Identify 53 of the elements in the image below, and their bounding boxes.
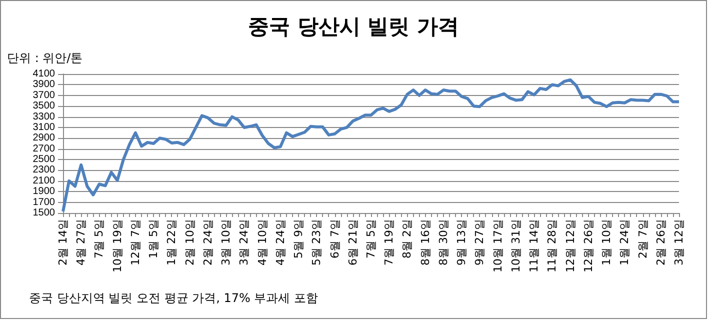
- x-tick-label: 3월 12일: [672, 219, 686, 266]
- y-tick-label: 2300: [32, 164, 56, 176]
- x-tick-label: 3월 24일: [238, 219, 251, 266]
- x-tick-label: 12월 7일: [128, 219, 142, 266]
- x-tick-label: 6월 21일: [346, 219, 360, 266]
- y-tick-label: 2100: [32, 175, 56, 186]
- x-tick-label: 9월 13일: [455, 219, 468, 266]
- x-tick-label: 6월 7일: [328, 219, 342, 258]
- x-tick-label: 2월 10일: [183, 219, 196, 266]
- x-tick-label: 2월 14일: [56, 219, 70, 266]
- x-tick-label: 10월 31일: [509, 219, 522, 272]
- y-tick-label: 3500: [32, 100, 56, 112]
- x-tick-label: 4월 27일: [74, 219, 88, 266]
- y-tick-label: 4100: [32, 68, 56, 80]
- text: 중국 당산지역 빌릿 오전 평균 가격, 17% 부과세 포함: [29, 291, 318, 305]
- x-tick-label: 1월 22일: [165, 219, 178, 266]
- x-tick-label: 8월 16일: [418, 219, 432, 266]
- x-tick-label: 1월 5일: [147, 219, 160, 258]
- y-tick-label: 1500: [32, 208, 56, 218]
- x-tick-label: 11월 28일: [546, 219, 559, 272]
- x-tick-label: 8월 30일: [436, 219, 450, 266]
- x-tick-label: 9월 27일: [473, 219, 486, 266]
- x-tick-label: 4월 24일: [274, 219, 287, 266]
- line-series: [62, 78, 680, 213]
- y-tick-label: 1900: [32, 186, 56, 198]
- y-tick-label: 2500: [32, 154, 56, 166]
- chart-title: 중국 당산시 빌릿 가격: [248, 14, 459, 38]
- x-tick-label: 3월 10일: [220, 219, 233, 266]
- y-axis-title: 단위 : 위안/톤: [7, 51, 83, 65]
- x-tick-label: 12월 12일: [564, 219, 577, 272]
- x-tick-label: 5월 9일: [292, 219, 306, 258]
- x-tick-label: 2월 24일: [201, 219, 214, 266]
- y-tick-label: 3700: [32, 90, 56, 101]
- x-tick-label: 7월 5일: [364, 219, 378, 258]
- y-tick-label: 1700: [32, 196, 56, 208]
- x-tick-label: 2월 26일: [654, 219, 668, 266]
- y-tick-label: 2700: [32, 143, 56, 154]
- x-tick-label: 11월 14일: [528, 219, 541, 272]
- x-tick-label: 1월 10일: [600, 219, 614, 266]
- y-tick-label: 2900: [32, 132, 56, 144]
- x-tick-label: 8월 2일: [400, 219, 414, 258]
- x-tick-label: 1월 24일: [618, 219, 632, 266]
- y-tick-label: 3100: [32, 122, 56, 133]
- x-tick-label: 5월 23일: [310, 219, 324, 266]
- x-tick-label: 4월 10일: [256, 219, 269, 266]
- x-tick-label: 7월 19일: [382, 219, 396, 266]
- x-tick-label: 10월 17일: [491, 219, 504, 272]
- y-tick-label: 3300: [32, 111, 56, 122]
- x-tick-label: 10월 19일: [110, 219, 124, 272]
- x-tick-label: 2월 7일: [636, 219, 650, 258]
- x-tick-label: 7월 5일: [92, 219, 106, 258]
- x-tick-label: 12월 26일: [582, 219, 595, 272]
- y-tick-label: 3900: [32, 79, 56, 90]
